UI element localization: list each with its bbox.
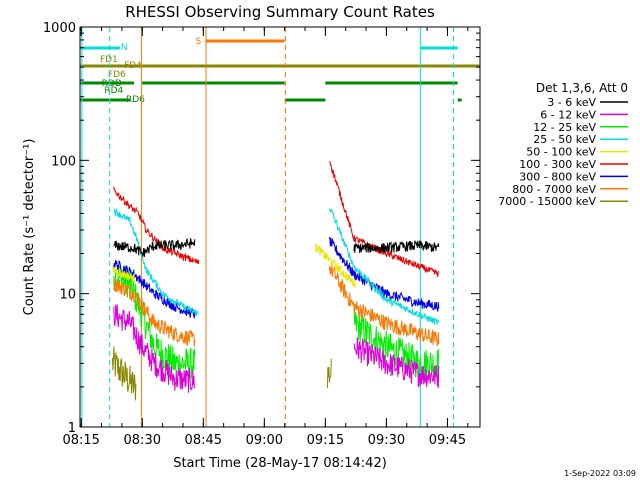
series-line xyxy=(329,160,439,277)
flag-label: FD1 xyxy=(100,55,118,65)
plot-frame xyxy=(79,26,481,428)
flag-label: RD6 xyxy=(126,95,145,105)
x-tick-label: 08:45 xyxy=(185,433,222,448)
series-line xyxy=(328,208,440,325)
series-line xyxy=(113,207,199,317)
axes: 08:15 08:30 08:45 09:00 09:15 09:30 09:45 1 10 10… xyxy=(43,21,480,448)
series-line xyxy=(328,263,440,346)
legend-label: 3 - 6 keV xyxy=(547,96,596,109)
flag-label: FD6 xyxy=(108,70,126,80)
footer-timestamp: 1-Sep-2022 03:09 xyxy=(564,469,636,478)
legend-label: 12 - 25 keV xyxy=(533,121,596,134)
series-line xyxy=(314,243,357,290)
series-line xyxy=(113,265,196,379)
series-line xyxy=(353,307,440,380)
flag-label: FD4 xyxy=(124,61,142,71)
flag-label: S xyxy=(196,37,202,47)
flag-label: N xyxy=(121,43,128,53)
x-tick-label: 08:15 xyxy=(62,433,99,448)
flag-label: RD4 xyxy=(104,86,123,96)
y-tick-label: 1 xyxy=(68,421,76,436)
series-line xyxy=(113,237,196,257)
x-tick-label: 09:45 xyxy=(429,433,466,448)
series-line xyxy=(326,358,332,389)
legend-label: 100 - 300 keV xyxy=(519,158,596,171)
series-line xyxy=(113,277,196,347)
y-axis-label: Count Rate (s⁻¹ detector⁻¹) xyxy=(22,139,37,316)
chart-title: RHESSI Observing Summary Count Rates xyxy=(125,3,435,21)
series-layer xyxy=(111,160,440,401)
legend-label: 300 - 800 keV xyxy=(519,170,596,183)
legend-label: 7000 - 15000 keV xyxy=(498,195,596,208)
x-tick-label: 09:30 xyxy=(368,433,405,448)
x-axis-label: Start Time (28-May-17 08:14:42) xyxy=(173,456,387,471)
series-line xyxy=(113,259,196,320)
series-line xyxy=(111,346,137,401)
x-tick-label: 08:30 xyxy=(124,433,161,448)
series-line xyxy=(111,265,136,285)
flag-label: RDD xyxy=(102,79,122,89)
legend-title: Det 1,3,6, Att 0 xyxy=(536,81,628,95)
series-line xyxy=(113,186,200,264)
legend-label: 6 - 12 keV xyxy=(540,108,596,121)
series-line xyxy=(113,304,196,393)
y-tick-label: 10 xyxy=(59,288,76,303)
x-tick-label: 09:00 xyxy=(246,433,283,448)
legend-label: 800 - 7000 keV xyxy=(512,183,596,196)
series-line xyxy=(353,240,440,254)
y-tick-label: 1000 xyxy=(43,21,76,36)
legend-label: 50 - 100 keV xyxy=(526,146,596,159)
legend-label: 25 - 50 keV xyxy=(533,133,596,146)
event-markers xyxy=(81,27,455,427)
y-tick-label: 100 xyxy=(51,154,76,169)
x-tick-label: 09:15 xyxy=(307,433,344,448)
series-line xyxy=(353,337,440,389)
